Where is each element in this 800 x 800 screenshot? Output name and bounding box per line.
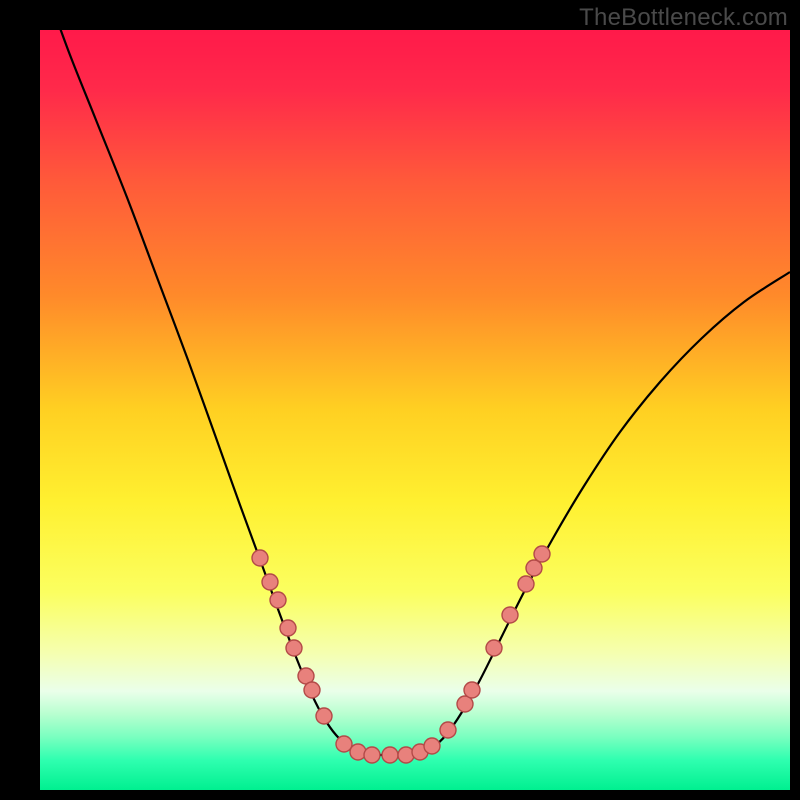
- scatter-marker: [252, 550, 268, 566]
- scatter-marker: [398, 747, 414, 763]
- scatter-marker: [534, 546, 550, 562]
- scatter-marker: [440, 722, 456, 738]
- curve-layer: [40, 30, 790, 790]
- scatter-marker: [424, 738, 440, 754]
- scatter-marker: [270, 592, 286, 608]
- scatter-marker: [316, 708, 332, 724]
- scatter-marker: [518, 576, 534, 592]
- scatter-marker: [382, 747, 398, 763]
- scatter-marker: [336, 736, 352, 752]
- scatter-marker: [262, 574, 278, 590]
- scatter-marker: [486, 640, 502, 656]
- plot-area: [40, 30, 790, 790]
- curve-left: [50, 0, 364, 755]
- watermark-text: TheBottleneck.com: [579, 4, 788, 32]
- scatter-marker: [350, 744, 366, 760]
- scatter-marker: [526, 560, 542, 576]
- marker-group: [252, 546, 550, 763]
- scatter-marker: [286, 640, 302, 656]
- chart-canvas: TheBottleneck.com: [0, 0, 800, 800]
- scatter-marker: [502, 607, 518, 623]
- scatter-marker: [280, 620, 296, 636]
- scatter-marker: [464, 682, 480, 698]
- scatter-marker: [304, 682, 320, 698]
- scatter-marker: [364, 747, 380, 763]
